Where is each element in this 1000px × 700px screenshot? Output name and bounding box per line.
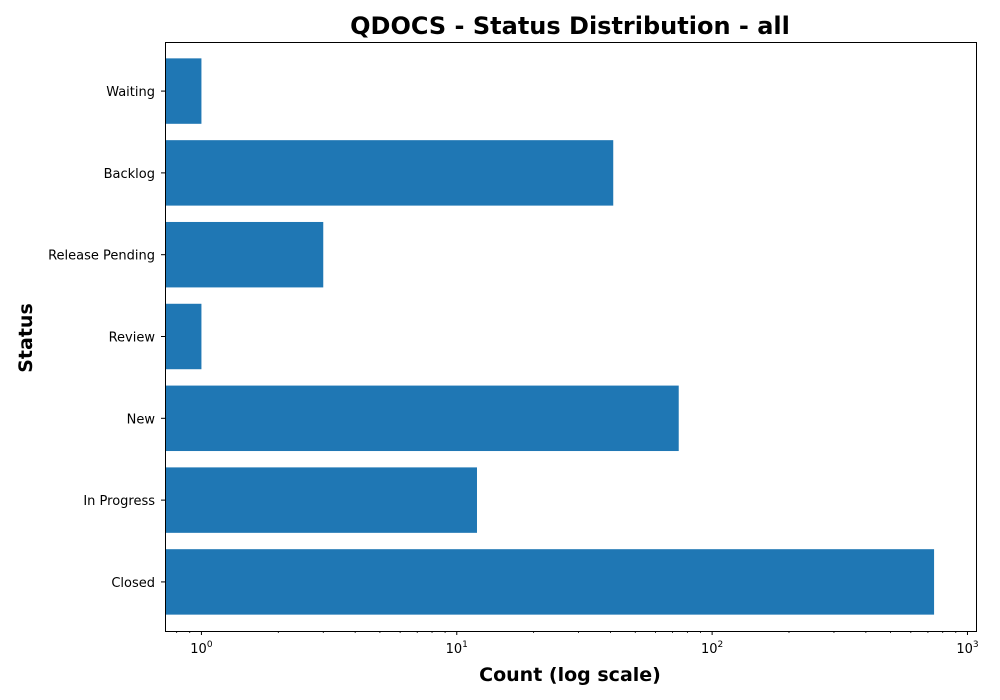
bar-review [165, 303, 202, 370]
x-axis-label: Count (log scale) [479, 664, 661, 686]
x-axis-ticks: 100 101 102 103 [176, 631, 979, 657]
y-tick-label-review: Review [109, 331, 156, 346]
y-tick-label-backlog: Backlog [104, 167, 155, 182]
bar-backlog [165, 140, 614, 206]
bar-waiting [165, 58, 202, 124]
bar-release-pending [165, 221, 324, 288]
y-tick-label-waiting: Waiting [106, 85, 155, 100]
plot-frame [165, 42, 977, 632]
bar-new [165, 385, 679, 452]
bar-closed [165, 549, 935, 615]
y-tick-label-in-progress: In Progress [83, 494, 155, 509]
bar-in-progress [165, 467, 477, 533]
y-axis-ticks: Closed In Progress New Review Release Pendin… [48, 85, 165, 591]
y-tick-label-release-pending: Release Pending [48, 249, 155, 264]
x-tick-label: 103 [956, 640, 978, 657]
y-axis-label: Status [15, 303, 37, 373]
chart-title: QDOCS - Status Distribution - all [350, 12, 790, 40]
bars-group [165, 58, 935, 615]
x-tick-label: 101 [446, 640, 468, 657]
x-tick-label: 100 [190, 640, 213, 657]
y-tick-label-closed: Closed [111, 576, 155, 591]
x-tick-label: 102 [701, 640, 723, 657]
y-tick-label-new: New [127, 412, 156, 427]
